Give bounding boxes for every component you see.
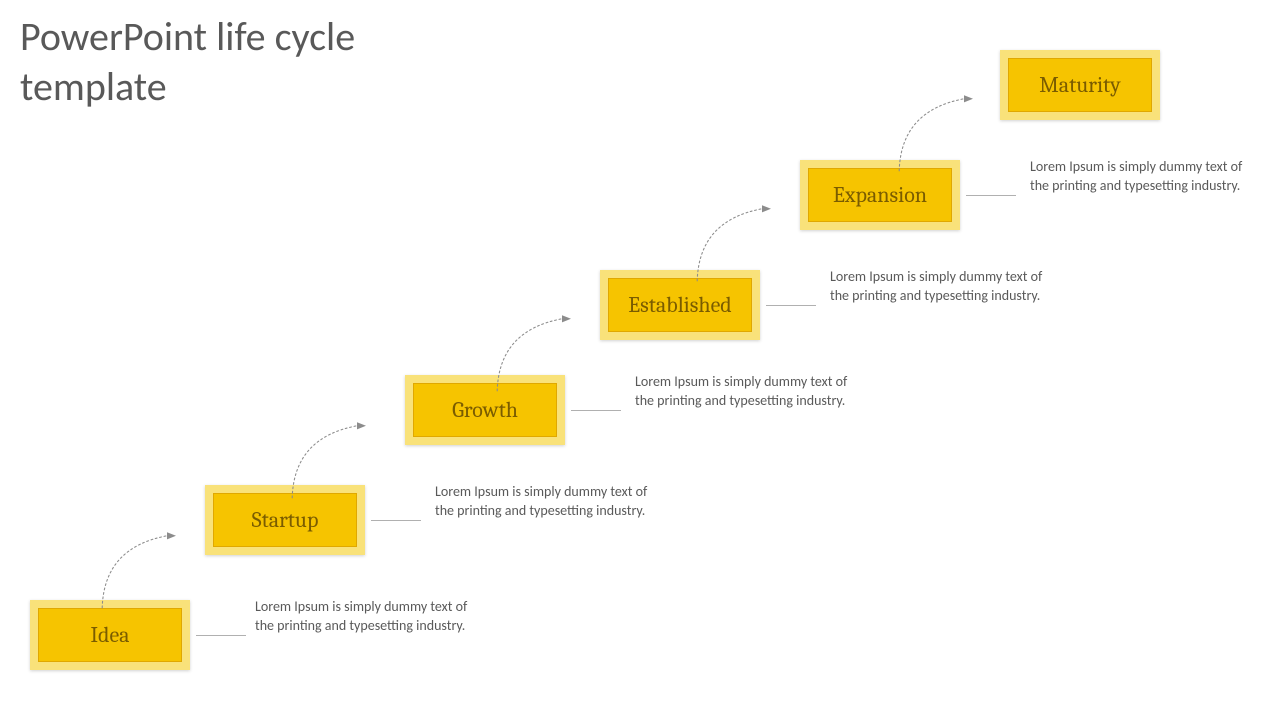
arc-3 <box>690 198 780 288</box>
stage-maturity: Maturity <box>1000 50 1160 120</box>
desc-expansion: Lorem Ipsum is simply dummy text of the … <box>1030 158 1245 196</box>
connector-established <box>766 305 816 306</box>
stage-startup-label: Startup <box>252 507 319 533</box>
stage-expansion-label: Expansion <box>833 182 927 208</box>
arc-4 <box>892 88 982 178</box>
arc-2 <box>490 308 580 398</box>
desc-growth: Lorem Ipsum is simply dummy text of the … <box>635 373 850 411</box>
stage-established-label: Established <box>628 292 731 318</box>
slide-title: PowerPoint life cycle template <box>20 12 380 112</box>
desc-idea: Lorem Ipsum is simply dummy text of the … <box>255 598 470 636</box>
slide-canvas: PowerPoint life cycle template Idea Lore… <box>0 0 1280 720</box>
connector-startup <box>371 520 421 521</box>
stage-idea-label: Idea <box>90 622 129 648</box>
desc-startup: Lorem Ipsum is simply dummy text of the … <box>435 483 650 521</box>
desc-established: Lorem Ipsum is simply dummy text of the … <box>830 268 1045 306</box>
connector-idea <box>196 635 246 636</box>
connector-growth <box>571 410 621 411</box>
stage-growth-label: Growth <box>452 397 518 423</box>
arc-0 <box>95 525 185 615</box>
arc-1 <box>285 415 375 505</box>
connector-expansion <box>966 195 1016 196</box>
stage-maturity-label: Maturity <box>1039 72 1121 98</box>
